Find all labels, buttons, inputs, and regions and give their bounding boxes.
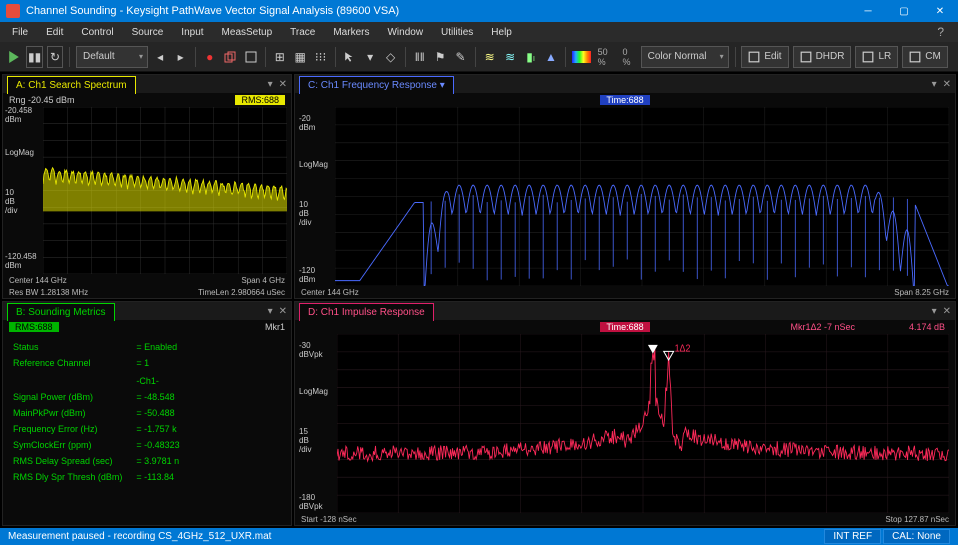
status-cal: CAL: None (883, 529, 950, 544)
tb-edit-button[interactable]: Edit (741, 46, 788, 68)
panel-d-chart[interactable]: 1Δ2 (337, 334, 949, 513)
panel-a-range: Rng -20.45 dBm (9, 95, 75, 105)
minimize-button[interactable]: ─ (850, 0, 886, 22)
grid-target-button[interactable]: ⊞ (272, 46, 288, 68)
record-button[interactable]: ● (202, 46, 218, 68)
window-button[interactable] (242, 46, 258, 68)
menu-file[interactable]: File (4, 25, 36, 40)
preset-select[interactable]: Default (76, 46, 148, 68)
panel-b-menu-icon[interactable]: ▾ (268, 306, 273, 317)
tb-dhdr-button[interactable]: DHDR (793, 46, 852, 68)
svg-text:1Δ2: 1Δ2 (675, 343, 691, 353)
panel-c-close-icon[interactable]: ✕ (943, 79, 951, 90)
panel-d-tab[interactable]: D: Ch1 Impulse Response (299, 303, 434, 321)
menu-bar: FileEditControlSourceInputMeasSetupTrace… (0, 22, 958, 42)
marker-flag-button[interactable]: ⚑ (432, 46, 448, 68)
menu-utilities[interactable]: Utilities (433, 25, 481, 40)
spectrum-button[interactable]: ▲ (543, 46, 559, 68)
menu-window[interactable]: Window (379, 25, 431, 40)
panel-c-time-badge: Time:688 (600, 95, 649, 105)
panel-a-chart[interactable] (43, 107, 287, 274)
panel-b-close-icon[interactable]: ✕ (279, 306, 287, 317)
preset-prev-button[interactable]: ◂ (152, 46, 168, 68)
panel-c-chart[interactable] (335, 107, 949, 286)
menu-trace[interactable]: Trace (282, 25, 323, 40)
panel-a-close-icon[interactable]: ✕ (279, 79, 287, 90)
app-icon (6, 4, 20, 18)
marker-lines-button[interactable]: ǁǁ (412, 46, 428, 68)
maximize-button[interactable]: ▢ (886, 0, 922, 22)
panel-b-rms-badge: RMS:688 (9, 322, 59, 332)
play-button[interactable] (6, 46, 22, 68)
panel-d-time-badge: Time:688 (600, 322, 649, 332)
panel-a-rms-badge: RMS:688 (235, 95, 285, 105)
tb-cm-button[interactable]: CM (902, 46, 948, 68)
diamond-marker-button[interactable]: ◇ (382, 46, 398, 68)
menu-source[interactable]: Source (124, 25, 172, 40)
window-title: Channel Sounding - Keysight PathWave Vec… (26, 5, 399, 17)
color-ramp (572, 51, 591, 63)
pct1-label: 50 % (595, 47, 616, 67)
panel-frequency-response: C: Ch1 Frequency Response ▾ ▾✕ Time:688 … (294, 74, 956, 299)
panel-a-menu-icon[interactable]: ▾ (268, 79, 273, 90)
panel-search-spectrum: A: Ch1 Search Spectrum ▾ ✕ Rng -20.45 dBm… (2, 74, 292, 299)
edit-marker-button[interactable]: ✎ (452, 46, 468, 68)
panel-c-menu-icon[interactable]: ▾ (932, 79, 937, 90)
workspace: A: Ch1 Search Spectrum ▾ ✕ Rng -20.45 dBm… (0, 72, 958, 528)
layout-button[interactable]: ⁝⁝⁝ (312, 46, 328, 68)
wave1-button[interactable]: ≋ (481, 46, 497, 68)
pct2-label: 0 % (619, 47, 636, 67)
toolbar: ▮▮ ↻ Default ◂ ▸ ● ⊞ ▦ ⁝⁝⁝ ▾ ◇ ǁǁ ⚑ ✎ ≋ … (0, 42, 958, 72)
caret-down-button[interactable]: ▾ (362, 46, 378, 68)
spectrum-small-button[interactable]: ▮ₗ (522, 46, 538, 68)
restart-button[interactable]: ↻ (47, 46, 63, 68)
close-button[interactable]: ✕ (922, 0, 958, 22)
copy-trace-button[interactable] (222, 46, 238, 68)
pause-button[interactable]: ▮▮ (26, 46, 42, 68)
preset-next-button[interactable]: ▸ (172, 46, 188, 68)
menu-help[interactable]: Help (483, 25, 520, 40)
status-bar: Measurement paused - recording CS_4GHz_5… (0, 528, 958, 545)
menu-input[interactable]: Input (173, 25, 211, 40)
metrics-table: Status= EnabledReference Channel= 1-Ch1-… (3, 334, 291, 490)
title-bar: Channel Sounding - Keysight PathWave Vec… (0, 0, 958, 22)
menu-markers[interactable]: Markers (325, 25, 377, 40)
tb-lr-button[interactable]: LR (855, 46, 898, 68)
pointer-button[interactable] (342, 46, 358, 68)
panel-a-tab[interactable]: A: Ch1 Search Spectrum (7, 76, 136, 94)
panel-b-mkr: Mkr1 (265, 322, 285, 332)
panel-impulse-response: D: Ch1 Impulse Response ▾✕ Time:688 Mkr1… (294, 301, 956, 526)
panel-d-menu-icon[interactable]: ▾ (932, 306, 937, 317)
color-normal-select[interactable]: Color Normal (641, 46, 729, 68)
panel-c-tab[interactable]: C: Ch1 Frequency Response ▾ (299, 76, 454, 94)
grid-button[interactable]: ▦ (292, 46, 308, 68)
panel-b-tab[interactable]: B: Sounding Metrics (7, 303, 115, 321)
panel-sounding-metrics: B: Sounding Metrics ▾ ✕ RMS:688 Mkr1 Stat… (2, 301, 292, 526)
status-intref: INT REF (824, 529, 881, 544)
status-text: Measurement paused - recording CS_4GHz_5… (8, 531, 271, 542)
menu-meassetup[interactable]: MeasSetup (214, 25, 281, 40)
menu-edit[interactable]: Edit (38, 25, 71, 40)
help-icon[interactable]: ? (927, 23, 954, 41)
panel-d-close-icon[interactable]: ✕ (943, 306, 951, 317)
wave2-button[interactable]: ≋ (502, 46, 518, 68)
window-controls: ─ ▢ ✕ (850, 0, 958, 22)
menu-control[interactable]: Control (73, 25, 121, 40)
